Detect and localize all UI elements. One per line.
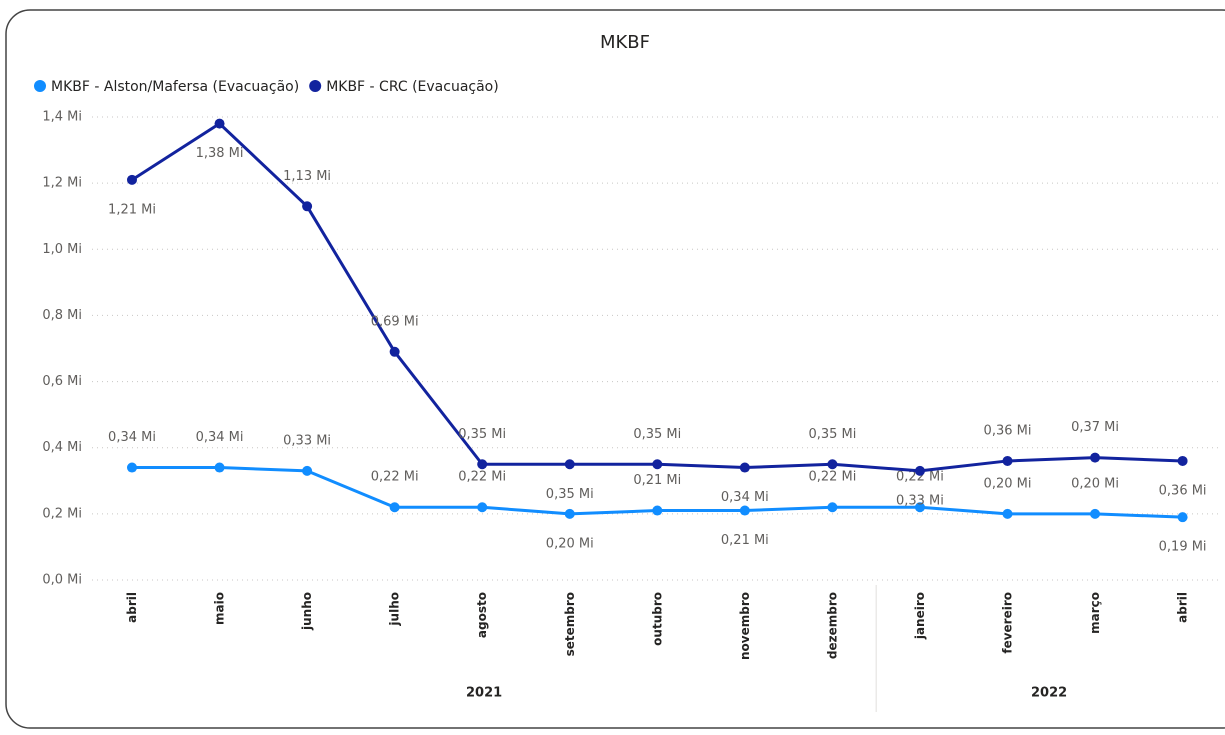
data-point: [302, 201, 313, 212]
data-point: [652, 459, 663, 470]
y-tick-label: 1,2 Mi: [42, 176, 82, 191]
x-tick-label: abril: [125, 592, 139, 623]
data-point: [1090, 508, 1101, 519]
card-border: [5, 9, 1225, 729]
data-point: [827, 502, 838, 513]
data-label: 0,22 Mi: [896, 470, 944, 485]
y-tick-label: 0,4 Mi: [42, 440, 82, 455]
legend-label: MKBF - Alston/Mafersa (Evacuação): [51, 79, 299, 95]
data-label: 0,69 Mi: [371, 314, 419, 329]
data-point: [1177, 455, 1188, 466]
data-point: [302, 465, 313, 476]
data-label: 0,36 Mi: [1159, 483, 1207, 498]
data-point: [477, 459, 488, 470]
data-label: 0,33 Mi: [896, 493, 944, 508]
y-tick-label: 0,0 Mi: [42, 573, 82, 588]
data-point: [389, 346, 400, 357]
legend-marker: [34, 80, 46, 92]
x-tick-label: junho: [300, 592, 314, 631]
data-point: [214, 462, 225, 473]
x-tick-label: janeiro: [913, 592, 927, 640]
data-point: [1177, 512, 1188, 523]
data-label: 1,38 Mi: [196, 146, 244, 161]
data-point: [914, 465, 925, 476]
y-tick-label: 0,6 Mi: [42, 374, 82, 389]
data-point: [739, 462, 750, 473]
data-label: 0,35 Mi: [633, 427, 681, 442]
data-point: [1090, 452, 1101, 463]
x-tick-label: dezembro: [825, 592, 839, 659]
data-label: 0,35 Mi: [808, 427, 856, 442]
data-point: [564, 508, 575, 519]
data-label: 0,19 Mi: [1159, 540, 1207, 555]
data-label: 0,37 Mi: [1071, 420, 1119, 435]
data-point: [914, 502, 925, 513]
y-tick-label: 0,8 Mi: [42, 308, 82, 323]
x-tick-label: maio: [213, 592, 227, 625]
data-label: 0,22 Mi: [371, 470, 419, 485]
data-label: 0,36 Mi: [984, 423, 1032, 438]
data-point: [1002, 508, 1013, 519]
data-point: [739, 505, 750, 516]
data-label: 0,20 Mi: [1071, 476, 1119, 491]
data-point: [127, 174, 137, 185]
data-label: 0,35 Mi: [546, 487, 594, 502]
x-tick-label: março: [1088, 592, 1102, 634]
data-point: [827, 459, 838, 470]
x-tick-label: abril: [1176, 592, 1190, 623]
data-point: [564, 459, 575, 470]
x-tick-label: julho: [388, 592, 402, 627]
legend-marker: [309, 80, 322, 92]
legend-label: MKBF - CRC (Evacuação): [326, 79, 499, 95]
data-point: [477, 502, 488, 513]
x-tick-label: novembro: [738, 592, 752, 660]
y-tick-label: 1,4 Mi: [42, 110, 82, 125]
chart-title: MKBF: [600, 32, 650, 53]
data-point: [1002, 455, 1013, 466]
x-group-label: 2022: [1031, 686, 1067, 701]
x-tick-label: fevereiro: [1001, 592, 1015, 654]
data-label: 0,34 Mi: [196, 430, 244, 445]
data-label: 0,33 Mi: [283, 433, 331, 448]
data-point: [127, 462, 137, 473]
x-tick-label: agosto: [475, 592, 489, 638]
data-point: [652, 505, 663, 516]
data-label: 0,22 Mi: [458, 470, 506, 485]
y-tick-label: 0,2 Mi: [42, 506, 82, 521]
x-tick-label: setembro: [563, 592, 577, 656]
data-label: 0,34 Mi: [721, 490, 769, 505]
data-label: 0,21 Mi: [721, 533, 769, 548]
data-point: [214, 118, 225, 129]
y-tick-label: 1,0 Mi: [42, 242, 82, 257]
x-group-label: 2021: [466, 686, 502, 701]
data-label: 0,20 Mi: [984, 476, 1032, 491]
data-label: 0,21 Mi: [633, 473, 681, 488]
data-label: 0,20 Mi: [546, 536, 594, 551]
data-label: 1,13 Mi: [283, 169, 331, 184]
data-point: [389, 502, 400, 513]
data-label: 1,21 Mi: [108, 202, 156, 217]
data-label: 0,34 Mi: [108, 430, 156, 445]
x-tick-label: outubro: [650, 592, 664, 646]
data-label: 0,22 Mi: [808, 470, 856, 485]
data-label: 0,35 Mi: [458, 427, 506, 442]
